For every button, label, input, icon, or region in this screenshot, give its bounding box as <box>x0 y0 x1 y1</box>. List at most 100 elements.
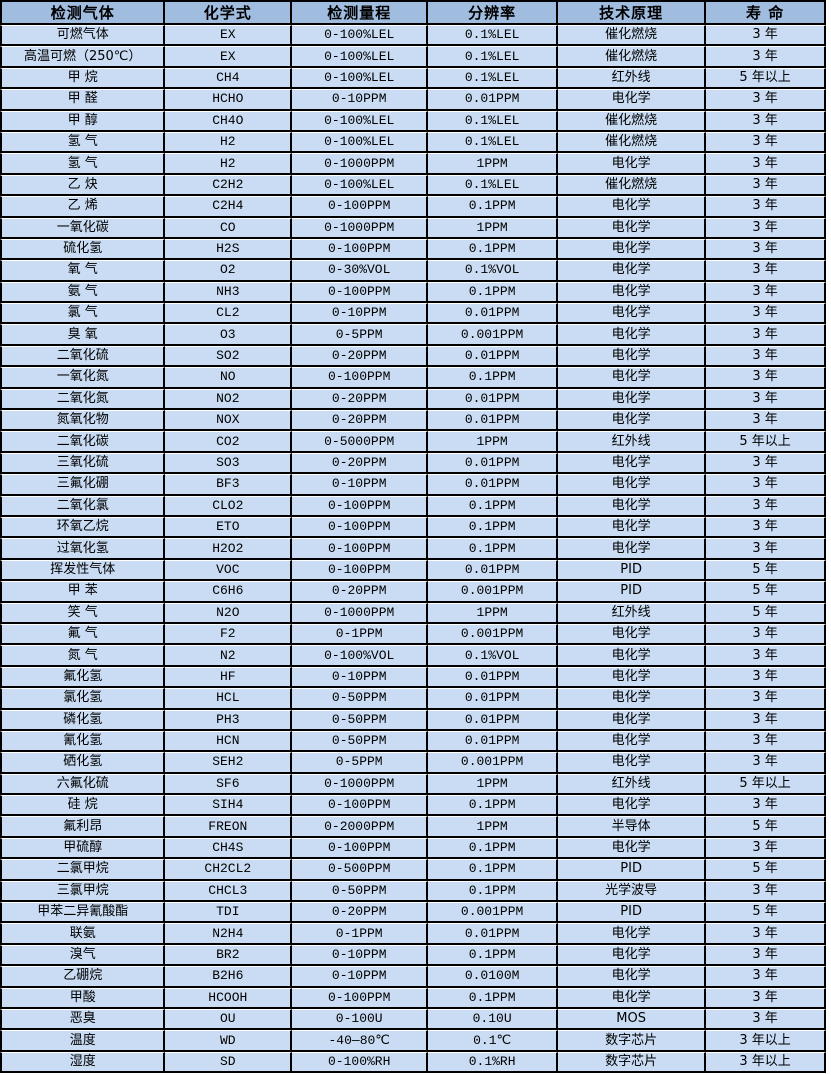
table-row: 氟利昂 FREON 0-2000PPM 1PPM 半导体 5 年 <box>0 816 826 838</box>
principle-cell: 电化学 <box>558 688 707 710</box>
lifespan-cell: 3 年 <box>706 174 826 197</box>
gas-name-cell: 甲 烷 <box>0 67 166 90</box>
principle-cell: 电化学 <box>558 238 707 261</box>
header-range: 检测量程 <box>292 0 429 25</box>
gas-name-cell: 二氧化氯 <box>0 495 166 517</box>
range-cell: 0-100PPM <box>292 837 429 860</box>
table-row: 过氧化氢 H2O2 0-100PPM 0.1PPM 电化学 3 年 <box>0 538 826 560</box>
range-cell: 0-10PPM <box>292 666 429 689</box>
formula-cell: CO2 <box>165 431 293 453</box>
lifespan-cell: 3 年 <box>706 1008 826 1031</box>
range-cell: 0-100PPM <box>292 196 429 218</box>
formula-cell: NO <box>165 367 293 389</box>
table-row: 挥发性气体 VOC 0-100PPM 0.01PPM PID 5 年 <box>0 559 826 582</box>
principle-cell: 电化学 <box>558 367 707 389</box>
table-row: 联氨 N2H4 0-1PPM 0.01PPM 电化学 3 年 <box>0 923 826 945</box>
gas-name-cell: 氮 气 <box>0 645 166 667</box>
principle-cell: PID <box>558 859 707 881</box>
range-cell: 0-10PPM <box>292 944 429 967</box>
lifespan-cell: 5 年 <box>706 859 826 881</box>
lifespan-cell: 3 年以上 <box>706 1030 826 1052</box>
formula-cell: CL2 <box>165 303 293 325</box>
principle-cell: 电化学 <box>558 345 707 368</box>
table-body: 可燃气体 EX 0-100%LEL 0.1%LEL 催化燃烧 3 年 高温可燃（… <box>0 25 826 1074</box>
gas-name-cell: 一氧化碳 <box>0 217 166 239</box>
lifespan-cell: 3 年 <box>706 25 826 47</box>
lifespan-cell: 3 年 <box>706 89 826 111</box>
formula-cell: HCL <box>165 688 293 710</box>
formula-cell: H2S <box>165 238 293 261</box>
range-cell: -40—80℃ <box>292 1030 429 1052</box>
gas-name-cell: 三氯甲烷 <box>0 880 166 903</box>
lifespan-cell: 3 年 <box>706 688 826 710</box>
table-row: 甲 醛 HCHO 0-10PPM 0.01PPM 电化学 3 年 <box>0 89 826 111</box>
principle-cell: 催化燃烧 <box>558 174 707 197</box>
principle-cell: MOS <box>558 1008 707 1031</box>
lifespan-cell: 3 年 <box>706 645 826 667</box>
range-cell: 0-5000PPM <box>292 431 429 453</box>
principle-cell: 红外线 <box>558 602 707 624</box>
resolution-cell: 0.1%LEL <box>428 46 559 68</box>
range-cell: 0-100PPM <box>292 238 429 261</box>
table-row: 乙 烯 C2H4 0-100PPM 0.1PPM 电化学 3 年 <box>0 196 826 218</box>
formula-cell: C6H6 <box>165 581 293 603</box>
formula-cell: NO2 <box>165 388 293 411</box>
lifespan-cell: 5 年 <box>706 559 826 582</box>
lifespan-cell: 3 年 <box>706 923 826 945</box>
gas-name-cell: 甲酸 <box>0 987 166 1009</box>
gas-name-cell: 氧 气 <box>0 260 166 282</box>
principle-cell: 电化学 <box>558 260 707 282</box>
lifespan-cell: 3 年 <box>706 303 826 325</box>
formula-cell: H2 <box>165 153 293 175</box>
lifespan-cell: 3 年 <box>706 795 826 817</box>
principle-cell: 电化学 <box>558 324 707 346</box>
table-row: 氮氧化物 NOX 0-20PPM 0.01PPM 电化学 3 年 <box>0 410 826 432</box>
resolution-cell: 0.0100M <box>428 966 559 988</box>
principle-cell: 催化燃烧 <box>558 25 707 47</box>
principle-cell: 电化学 <box>558 281 707 304</box>
principle-cell: 电化学 <box>558 303 707 325</box>
table-row: 甲酸 HCOOH 0-100PPM 0.1PPM 电化学 3 年 <box>0 987 826 1009</box>
table-row: 磷化氢 PH3 0-50PPM 0.01PPM 电化学 3 年 <box>0 709 826 731</box>
lifespan-cell: 5 年以上 <box>706 67 826 90</box>
principle-cell: 电化学 <box>558 516 707 539</box>
range-cell: 0-100%LEL <box>292 25 429 47</box>
resolution-cell: 0.1%LEL <box>428 131 559 154</box>
range-cell: 0-100PPM <box>292 516 429 539</box>
principle-cell: 数字芯片 <box>558 1051 707 1074</box>
table-row: 氯化氢 HCL 0-50PPM 0.01PPM 电化学 3 年 <box>0 688 826 710</box>
resolution-cell: 0.1%LEL <box>428 174 559 197</box>
lifespan-cell: 3 年 <box>706 538 826 560</box>
resolution-cell: 0.01PPM <box>428 688 559 710</box>
resolution-cell: 0.01PPM <box>428 474 559 496</box>
table-row: 氢 气 H2 0-100%LEL 0.1%LEL 催化燃烧 3 年 <box>0 131 826 154</box>
formula-cell: CH4O <box>165 110 293 132</box>
formula-cell: ETO <box>165 516 293 539</box>
formula-cell: CH4 <box>165 67 293 90</box>
table-row: 三氧化硫 SO3 0-20PPM 0.01PPM 电化学 3 年 <box>0 452 826 475</box>
lifespan-cell: 3 年 <box>706 880 826 903</box>
table-row: 二氧化氮 NO2 0-20PPM 0.01PPM 电化学 3 年 <box>0 388 826 411</box>
gas-name-cell: 乙 烯 <box>0 196 166 218</box>
formula-cell: SO2 <box>165 345 293 368</box>
table-row: 甲 苯 C6H6 0-20PPM 0.001PPM PID 5 年 <box>0 581 826 603</box>
resolution-cell: 0.01PPM <box>428 559 559 582</box>
gas-name-cell: 硒化氢 <box>0 752 166 774</box>
resolution-cell: 0.001PPM <box>428 623 559 646</box>
table-row: 溴气 BR2 0-10PPM 0.1PPM 电化学 3 年 <box>0 944 826 967</box>
table-row: 氢 气 H2 0-1000PPM 1PPM 电化学 3 年 <box>0 153 826 175</box>
table-row: 一氧化碳 CO 0-1000PPM 1PPM 电化学 3 年 <box>0 217 826 239</box>
resolution-cell: 0.10U <box>428 1008 559 1031</box>
gas-name-cell: 湿度 <box>0 1051 166 1074</box>
lifespan-cell: 3 年 <box>706 752 826 774</box>
range-cell: 0-500PPM <box>292 859 429 881</box>
gas-name-cell: 温度 <box>0 1030 166 1052</box>
range-cell: 0-100%LEL <box>292 46 429 68</box>
table-row: 甲 烷 CH4 0-100%LEL 0.1%LEL 红外线 5 年以上 <box>0 67 826 90</box>
range-cell: 0-20PPM <box>292 452 429 475</box>
gas-name-cell: 二氧化氮 <box>0 388 166 411</box>
formula-cell: CH2CL2 <box>165 859 293 881</box>
range-cell: 0-5PPM <box>292 324 429 346</box>
principle-cell: 红外线 <box>558 773 707 796</box>
range-cell: 0-50PPM <box>292 880 429 903</box>
